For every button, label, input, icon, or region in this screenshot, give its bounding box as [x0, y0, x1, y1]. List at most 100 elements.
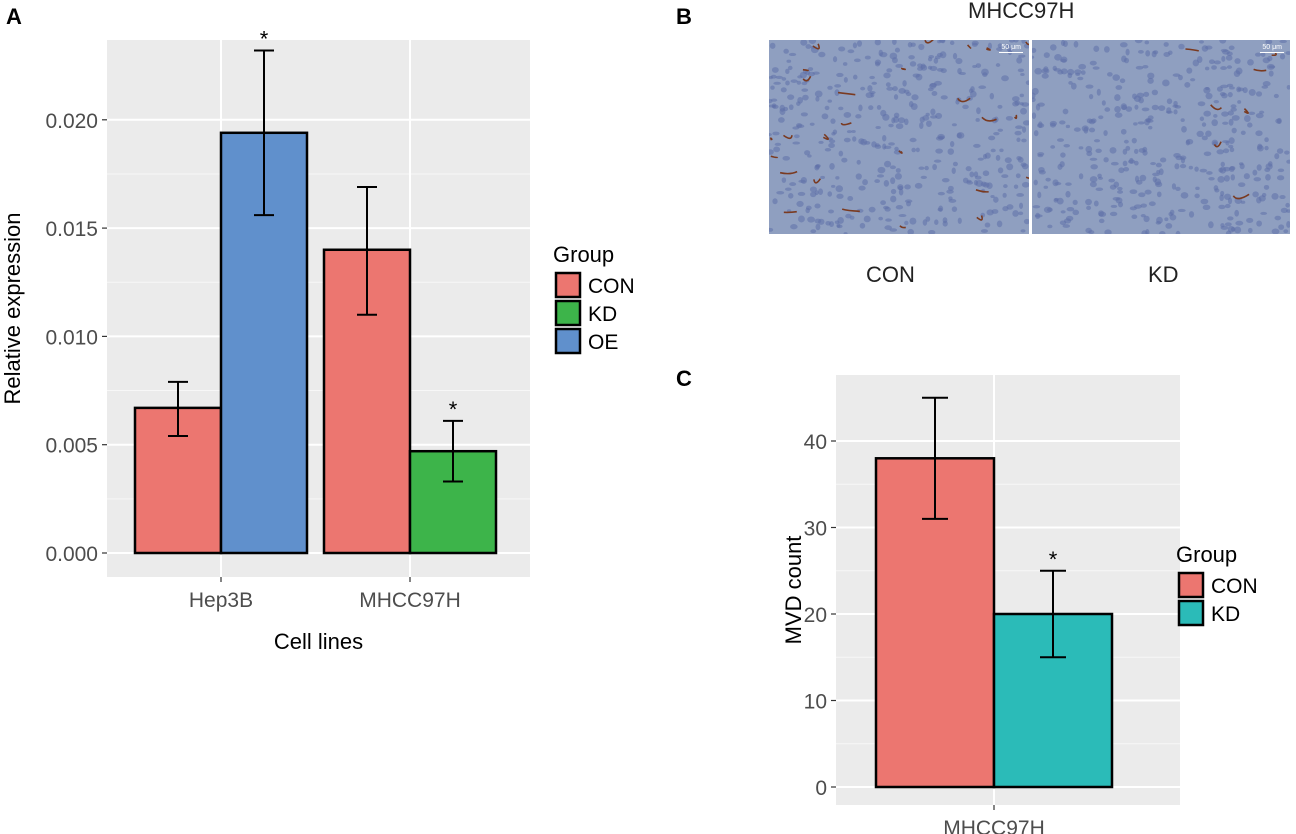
cell-nucleus [1049, 44, 1057, 51]
cell-nucleus [1085, 145, 1093, 153]
cell-nucleus [854, 58, 861, 63]
panel-a-letter: A [6, 4, 22, 29]
cell-nucleus [1103, 46, 1110, 53]
cell-nucleus [915, 73, 923, 81]
legend-title: Group [553, 242, 614, 267]
cell-nucleus [788, 52, 797, 57]
stained-vessel [779, 170, 798, 175]
cell-nucleus [841, 157, 848, 163]
cell-nucleus [1243, 173, 1250, 180]
cell-nucleus [1276, 175, 1285, 181]
cell-nucleus [1122, 160, 1128, 167]
cell-nucleus [1025, 80, 1029, 86]
cell-nucleus [918, 43, 925, 51]
cell-nucleus [1109, 211, 1118, 217]
cell-nucleus [930, 108, 936, 116]
cell-nucleus [1185, 139, 1191, 146]
cell-nucleus [1173, 153, 1181, 158]
cell-nucleus [889, 228, 898, 232]
cell-nucleus [957, 217, 962, 224]
cell-nucleus [1132, 93, 1137, 100]
cell-nucleus [1125, 145, 1131, 151]
stained-vessel [976, 215, 983, 221]
cell-nucleus [1254, 52, 1262, 57]
cell-nucleus [1201, 122, 1207, 127]
micrograph-label-con: CON [866, 262, 915, 287]
cell-nucleus [1216, 86, 1223, 92]
cell-nucleus [885, 218, 892, 222]
cell-nucleus [1034, 214, 1043, 218]
stained-vessel [975, 189, 989, 193]
cell-nucleus [1160, 157, 1167, 163]
cell-nucleus [878, 49, 883, 57]
cell-nucleus [1203, 151, 1212, 157]
cell-nucleus [1089, 60, 1097, 66]
cell-nucleus [911, 94, 919, 101]
cell-nucleus [926, 120, 932, 127]
cell-nucleus [874, 40, 881, 46]
cell-nucleus [892, 40, 897, 45]
cell-nucleus [1056, 138, 1065, 142]
cell-nucleus [1174, 105, 1182, 109]
cell-nucleus [1015, 173, 1021, 179]
cell-nucleus [827, 85, 833, 90]
cell-nucleus [1260, 51, 1266, 58]
cell-nucleus [1147, 125, 1153, 130]
cell-nucleus [1279, 194, 1286, 200]
cell-nucleus [1125, 48, 1130, 56]
cell-nucleus [973, 143, 981, 148]
cell-nucleus [1278, 224, 1285, 230]
stained-vessel [812, 43, 820, 50]
cell-nucleus [1248, 111, 1256, 116]
cell-nucleus [1065, 190, 1071, 198]
cell-nucleus [1283, 229, 1289, 234]
cell-nucleus [860, 86, 866, 91]
cell-nucleus [1001, 75, 1009, 82]
cell-nucleus [1037, 191, 1042, 199]
cell-nucleus [1017, 156, 1024, 163]
cell-nucleus [1213, 114, 1218, 118]
cell-nucleus [1033, 130, 1039, 137]
cell-nucleus [1060, 58, 1067, 63]
cell-nucleus [1218, 204, 1226, 210]
cell-nucleus [914, 182, 923, 189]
stained-vessel [782, 134, 793, 140]
cell-nucleus [884, 225, 892, 230]
stained-vessel [783, 210, 797, 214]
cell-nucleus [1228, 137, 1235, 145]
cell-nucleus [796, 200, 804, 208]
cell-nucleus [892, 86, 898, 92]
cell-nucleus [1184, 82, 1191, 88]
cell-nucleus [1279, 40, 1287, 44]
cell-nucleus [1045, 177, 1051, 182]
cell-nucleus [852, 136, 857, 142]
cell-nucleus [1220, 66, 1227, 71]
cell-nucleus [776, 191, 785, 195]
cell-nucleus [1158, 168, 1164, 176]
cell-nucleus [1151, 104, 1159, 111]
stained-vessel [840, 122, 852, 126]
cell-nucleus [843, 232, 848, 234]
cell-nucleus [1018, 54, 1026, 58]
cell-nucleus [1163, 42, 1169, 47]
cell-nucleus [902, 80, 907, 87]
cell-nucleus [1219, 166, 1227, 174]
cell-nucleus [1180, 157, 1186, 164]
cell-nucleus [1234, 58, 1241, 64]
cell-nucleus [1205, 92, 1213, 100]
cell-nucleus [1088, 93, 1094, 100]
cell-nucleus [1200, 198, 1209, 205]
cell-nucleus [769, 98, 773, 104]
x-tick-label: Hep3B [189, 589, 253, 612]
cell-nucleus [898, 185, 904, 191]
cell-nucleus [1257, 143, 1263, 150]
cell-nucleus [828, 209, 834, 214]
cell-nucleus [1199, 168, 1208, 173]
cell-nucleus [1109, 147, 1117, 154]
cell-nucleus [937, 207, 943, 212]
cell-nucleus [1078, 173, 1084, 180]
cell-nucleus [1206, 171, 1213, 175]
cell-nucleus [1093, 139, 1101, 143]
cell-nucleus [1033, 179, 1038, 186]
cell-nucleus [1235, 220, 1244, 226]
